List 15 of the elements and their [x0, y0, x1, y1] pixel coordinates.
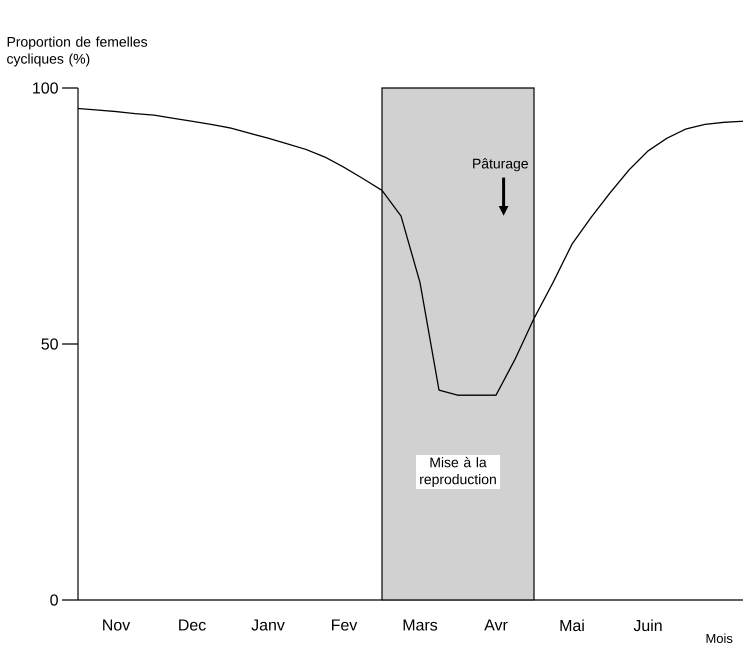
x-tick-label: Mars [404, 619, 438, 631]
y-axis-title: Proportion de femelles cycliques (%) [7, 36, 148, 66]
x-tick-label: Dec [179, 619, 206, 631]
x-tick-label: Fev [332, 619, 358, 631]
x-tick-label: Juin [634, 619, 662, 632]
y-tick-label: 100 [33, 82, 58, 94]
x-tick-label: Janv [251, 619, 285, 631]
x-axis-title: Mois [706, 634, 732, 644]
x-tick-label: Mai [560, 619, 584, 632]
x-tick-label: Nov [103, 619, 130, 631]
band-label: Mise à la reproduction [420, 456, 496, 488]
y-tick-label: 0 [50, 594, 58, 606]
y-tick-label: 50 [41, 338, 58, 350]
annotation: Pâturage [473, 158, 528, 172]
x-tick-label: Avr [484, 619, 508, 630]
